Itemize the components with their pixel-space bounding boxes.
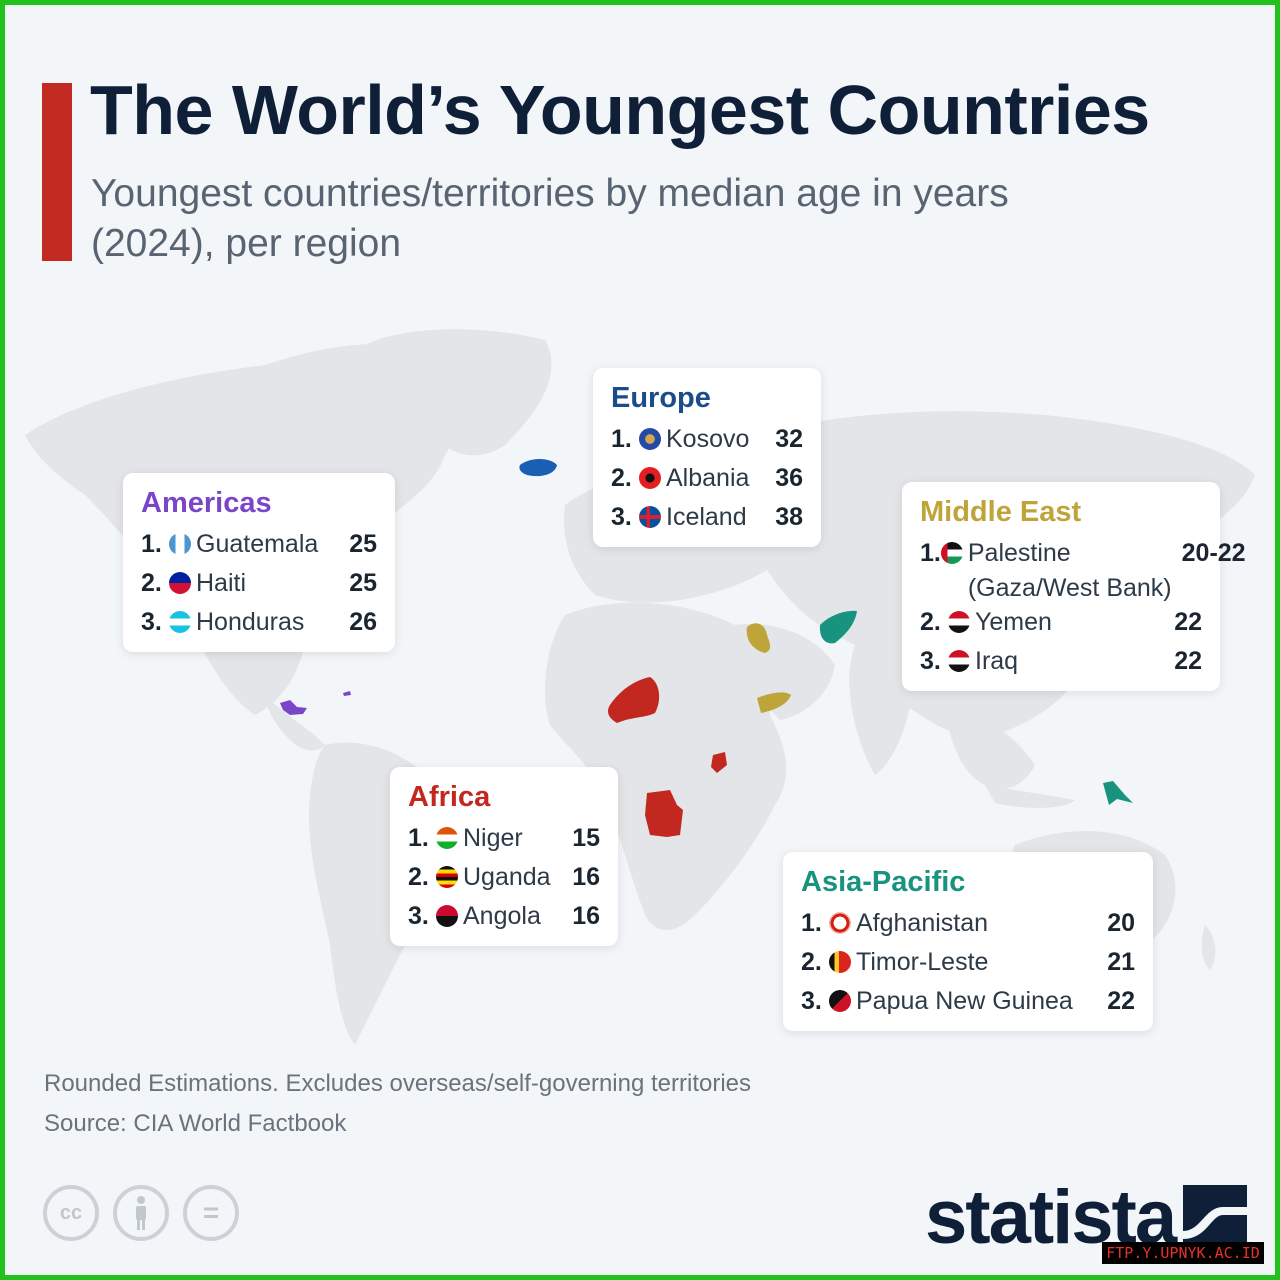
list-item: 2. Uganda 16 [408,863,600,891]
list-item: 1. Afghanistan 20 [801,909,1135,937]
region-card-asia-pacific: Asia-Pacific 1. Afghanistan 20 2. Timor-… [783,852,1153,1031]
license-icons: cc = [43,1185,239,1241]
list-item: 3. Angola 16 [408,902,600,930]
iceland-flag-icon [639,506,661,528]
region-title-asia-pacific: Asia-Pacific [801,866,966,898]
angola-flag-icon [436,905,458,927]
uganda-flag-icon [436,866,458,888]
creative-commons-icon[interactable]: cc [43,1185,99,1241]
angola-shape [645,790,683,837]
iraq-shape [746,623,771,653]
afghanistan-shape [819,610,857,644]
niger-flag-icon [436,827,458,849]
papua-new-guinea-shape [1103,781,1133,805]
region-card-europe: Europe 1. Kosovo 32 2. Albania 36 3. Ice… [593,368,821,547]
list-item: 1. Kosovo 32 [611,425,803,453]
afghanistan-flag-icon [829,912,851,934]
guatemala-haiti-honduras-shapes [280,691,351,715]
list-item: 3. Honduras 26 [141,608,377,636]
region-title-europe: Europe [611,382,711,414]
list-item: 2. Timor-Leste 21 [801,948,1135,976]
honduras-flag-icon [169,611,191,633]
no-derivatives-equals-icon[interactable]: = [183,1185,239,1241]
page-title: The World’s Youngest Countries [90,71,1150,149]
region-card-africa: Africa 1. Niger 15 2. Uganda 16 3. Angol… [390,767,618,946]
guatemala-flag-icon [169,533,191,555]
iraq-flag-icon [948,650,970,672]
albania-flag-icon [639,467,661,489]
infographic-canvas: The World’s Youngest Countries Youngest … [5,5,1275,1275]
page-subtitle: Youngest countries/territories by median… [91,172,1009,265]
footnote: Rounded Estimations. Excludes overseas/s… [44,1070,752,1097]
title-accent-bar [42,83,72,261]
region-title-americas: Americas [141,487,272,519]
list-item: 1. Guatemala 25 [141,530,377,558]
niger-shape [607,677,660,723]
region-card-americas: Americas 1. Guatemala 25 2. Haiti 25 3. … [123,473,395,652]
palestine-flag-icon [940,542,963,564]
list-item: 1. Palestine (Gaza/West Bank) 20-22 [920,539,1246,602]
list-item: 3. Papua New Guinea 22 [801,987,1135,1015]
iceland-shape [519,459,557,477]
uganda-shape [711,752,727,773]
haiti-flag-icon [169,572,191,594]
yemen-flag-icon [948,611,970,633]
watermark-label: FTP.Y.UPNYK.AC.ID [1102,1242,1264,1264]
source-note: Source: CIA World Factbook [44,1110,347,1137]
list-item: 2. Albania 36 [611,464,803,492]
list-item: 3. Iceland 38 [611,503,803,531]
papua-new-guinea-flag-icon [829,990,851,1012]
timor-leste-flag-icon [829,951,851,973]
yemen-shape [757,692,791,713]
region-title-africa: Africa [408,781,491,813]
list-item: 1. Niger 15 [408,824,600,852]
kosovo-flag-icon [639,428,661,450]
statista-logo-icon [1183,1185,1247,1249]
list-item: 3. Iraq 22 [920,647,1202,675]
region-title-middle-east: Middle East [920,496,1082,528]
attribution-person-icon[interactable] [113,1185,169,1241]
region-card-middle-east: Middle East 1. Palestine (Gaza/West Bank… [902,482,1246,691]
list-item: 2. Yemen 22 [920,608,1202,636]
palestine-subtitle: (Gaza/West Bank) [967,574,1172,602]
list-item: 2. Haiti 25 [141,569,377,597]
